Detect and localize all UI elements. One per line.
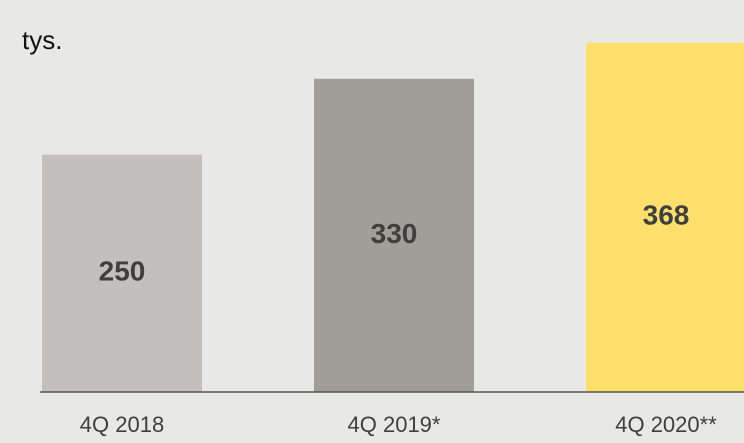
x-tick-label: 4Q 2019*	[348, 412, 441, 437]
value-label: 250	[99, 256, 146, 287]
value-label: 368	[643, 200, 690, 231]
x-tick-label: 4Q 2018	[80, 412, 164, 437]
x-tick-label: 4Q 2020**	[615, 412, 717, 437]
bar	[314, 78, 474, 392]
bar	[586, 42, 744, 393]
unit-label: tys.	[22, 25, 62, 55]
bar	[42, 154, 202, 392]
value-label: 330	[371, 218, 418, 249]
